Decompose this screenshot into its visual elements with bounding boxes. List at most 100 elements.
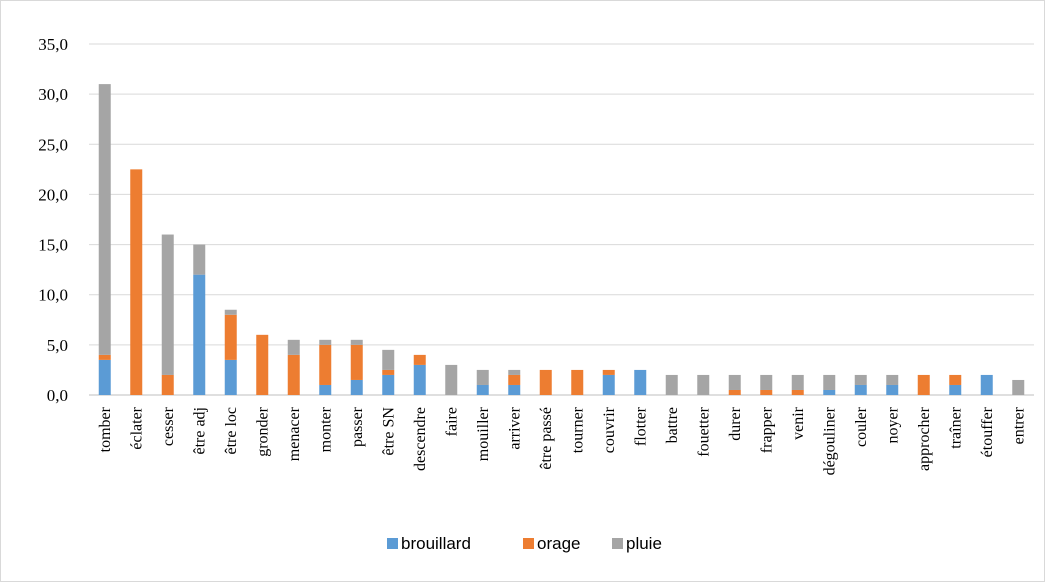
bar-segment-brouillard bbox=[319, 384, 332, 395]
x-tick-label: faire bbox=[443, 407, 460, 436]
x-tick-label: étouffer bbox=[979, 406, 996, 457]
bar-segment-orage bbox=[350, 344, 363, 380]
bar-segment-brouillard bbox=[634, 369, 647, 395]
bar-segment-brouillard bbox=[602, 374, 615, 395]
bar-segment-pluie bbox=[382, 349, 395, 370]
bar-segment-pluie bbox=[193, 244, 206, 275]
y-axis-ticks: 0,0 5,0 10,0 15,0 20,0 25,0 30,0 35,0 bbox=[38, 35, 68, 405]
x-tick-label: éclater bbox=[128, 406, 145, 449]
x-tick-label: durer bbox=[727, 406, 744, 440]
bar-segment-pluie bbox=[760, 374, 773, 390]
bar-segment-pluie bbox=[350, 339, 363, 345]
y-tick-label: 20,0 bbox=[38, 185, 68, 204]
y-tick-label: 30,0 bbox=[38, 85, 68, 104]
x-tick-label: tomber bbox=[97, 406, 114, 452]
bar-segment-brouillard bbox=[476, 384, 489, 395]
y-tick-label: 35,0 bbox=[38, 35, 68, 54]
bar-segment-pluie bbox=[854, 374, 867, 385]
bar-segment-brouillard bbox=[382, 374, 395, 395]
bar-segment-orage bbox=[413, 354, 426, 365]
bar-segment-orage bbox=[791, 389, 804, 395]
x-tick-label: traîner bbox=[947, 406, 964, 448]
x-tick-label: couvrir bbox=[601, 406, 618, 453]
bar-segment-pluie bbox=[319, 339, 332, 345]
bar-segment-orage bbox=[508, 374, 521, 385]
x-tick-label: couler bbox=[853, 406, 870, 447]
y-tick-label: 5,0 bbox=[47, 336, 68, 355]
bar-segment-orage bbox=[161, 374, 174, 395]
x-tick-label: dégouliner bbox=[821, 406, 838, 475]
x-tick-label: frapper bbox=[758, 406, 775, 453]
y-tick-label: 15,0 bbox=[38, 236, 68, 255]
bar-segment-brouillard bbox=[823, 389, 836, 395]
bar-segment-pluie bbox=[665, 374, 678, 395]
x-tick-label: menacer bbox=[286, 406, 303, 461]
gridlines bbox=[89, 43, 1034, 396]
bar-segment-pluie bbox=[728, 374, 741, 390]
x-tick-label: venir bbox=[790, 406, 807, 440]
legend-label-orage: orage bbox=[537, 534, 580, 553]
bar-segment-brouillard bbox=[949, 384, 962, 395]
bar-segment-orage bbox=[949, 374, 962, 385]
x-tick-label: noyer bbox=[884, 406, 901, 443]
x-tick-label: mouiller bbox=[475, 406, 492, 461]
bar-segment-orage bbox=[319, 344, 332, 385]
bar-segment-pluie bbox=[791, 374, 804, 390]
bar-segment-pluie bbox=[697, 374, 710, 395]
x-tick-label: être SN bbox=[380, 407, 397, 456]
bar-segment-orage bbox=[224, 314, 237, 360]
bar-segment-pluie bbox=[1012, 379, 1025, 395]
legend: brouillard orage pluie bbox=[387, 534, 662, 553]
bar-segment-brouillard bbox=[193, 274, 206, 395]
y-tick-label: 10,0 bbox=[38, 286, 68, 305]
bar-segment-orage bbox=[760, 389, 773, 395]
x-tick-label: monter bbox=[317, 406, 334, 452]
x-tick-label: être loc bbox=[223, 407, 240, 455]
bar-segment-orage bbox=[602, 369, 615, 375]
x-tick-label: fouetter bbox=[695, 406, 712, 456]
bar-segment-orage bbox=[382, 369, 395, 375]
x-tick-label: approcher bbox=[916, 406, 933, 471]
bar-segment-orage bbox=[917, 374, 930, 395]
bar-segment-orage bbox=[287, 354, 300, 395]
legend-label-brouillard: brouillard bbox=[401, 534, 471, 553]
bar-segment-pluie bbox=[98, 84, 111, 355]
bar-segment-brouillard bbox=[413, 364, 426, 395]
bar-segment-orage bbox=[539, 369, 552, 395]
x-axis-ticks: tomber éclater cesser être adj être loc grond… bbox=[97, 406, 1028, 475]
x-tick-label: battre bbox=[664, 407, 681, 443]
x-tick-label: arriver bbox=[506, 406, 523, 449]
bar-segment-pluie bbox=[224, 309, 237, 315]
bar-segment-pluie bbox=[886, 374, 899, 385]
x-tick-label: passer bbox=[349, 406, 366, 447]
bar-segment-brouillard bbox=[980, 374, 993, 395]
bar-segment-brouillard bbox=[350, 379, 363, 395]
bar-segment-pluie bbox=[508, 369, 521, 375]
legend-swatch-brouillard bbox=[387, 538, 398, 549]
bar-segment-pluie bbox=[823, 374, 836, 390]
x-tick-label: gronder bbox=[254, 406, 271, 456]
bars bbox=[98, 84, 1025, 395]
bar-segment-pluie bbox=[445, 364, 458, 395]
legend-swatch-pluie bbox=[612, 538, 623, 549]
y-tick-label: 25,0 bbox=[38, 135, 68, 154]
bar-segment-pluie bbox=[287, 339, 300, 355]
bar-segment-pluie bbox=[476, 369, 489, 385]
bar-segment-orage bbox=[130, 169, 143, 395]
bar-segment-brouillard bbox=[508, 384, 521, 395]
x-tick-label: entrer bbox=[1010, 406, 1027, 444]
bar-segment-brouillard bbox=[886, 384, 899, 395]
legend-label-pluie: pluie bbox=[626, 534, 662, 553]
legend-swatch-orage bbox=[523, 538, 534, 549]
bar-segment-brouillard bbox=[98, 359, 111, 395]
x-tick-label: descendre bbox=[412, 407, 429, 471]
y-tick-label: 0,0 bbox=[47, 386, 68, 405]
x-tick-label: tourner bbox=[569, 406, 586, 453]
x-tick-label: être adj bbox=[191, 407, 208, 455]
bar-segment-brouillard bbox=[224, 359, 237, 395]
bar-segment-orage bbox=[728, 389, 741, 395]
bar-segment-brouillard bbox=[854, 384, 867, 395]
x-tick-label: cesser bbox=[160, 406, 177, 446]
